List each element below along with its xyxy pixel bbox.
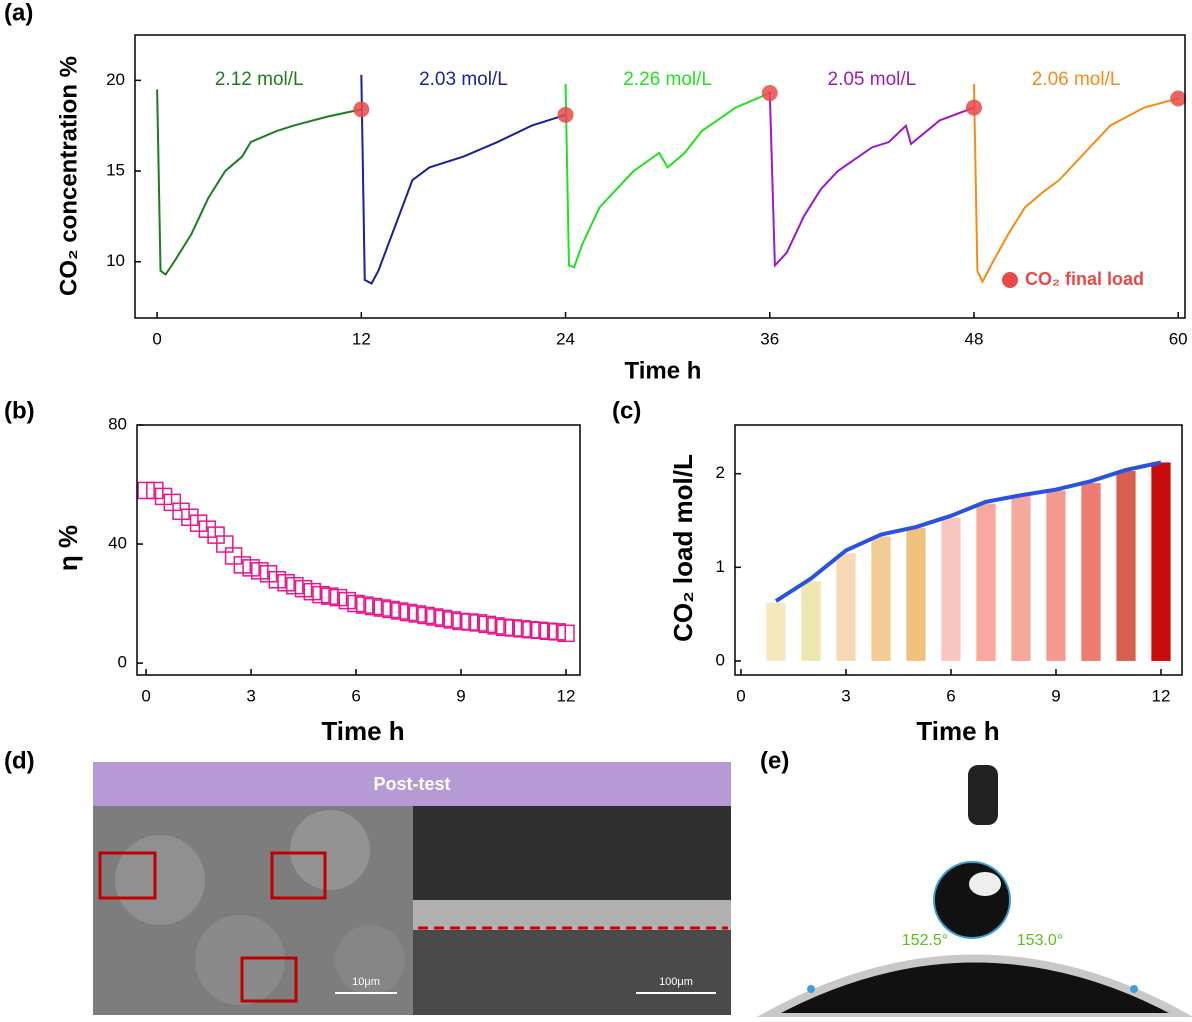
- highlight-box: [270, 851, 327, 900]
- y-tick-label: 10: [106, 251, 125, 270]
- series-label: 2.03 mol/L: [419, 69, 508, 90]
- plot-frame: [136, 424, 581, 676]
- scale-label: 100μm: [659, 976, 693, 988]
- x-tick-label: 9: [456, 686, 465, 705]
- particle: [290, 810, 370, 890]
- final-load-marker: [1170, 90, 1187, 107]
- x-tick-label: 12: [352, 329, 371, 348]
- substrate: [749, 954, 1192, 1021]
- series-label: 2.26 mol/L: [623, 69, 712, 90]
- y-tick-label: 80: [108, 414, 127, 433]
- legend-label: CO₂ final load: [1025, 269, 1144, 289]
- panel-label: (a): [4, 0, 33, 26]
- x-tick-label: 48: [965, 329, 984, 348]
- x-tick-label: 60: [1169, 329, 1188, 348]
- bar: [1046, 490, 1066, 661]
- x-axis-label: Time h: [916, 716, 999, 746]
- x-tick-label: 36: [760, 329, 779, 348]
- x-axis-label: Time h: [321, 716, 404, 746]
- angle-label: 153.0°: [1017, 932, 1063, 949]
- legend-marker: [1002, 272, 1018, 288]
- bar: [976, 503, 996, 661]
- x-axis-label: Time h: [625, 357, 702, 384]
- bar: [766, 602, 786, 661]
- trend-line: [774, 460, 1162, 603]
- baseline-point: [807, 985, 815, 993]
- x-tick-label: 6: [946, 686, 955, 705]
- bar: [1081, 483, 1101, 661]
- particle: [335, 925, 405, 995]
- reflection: [969, 872, 1001, 896]
- y-tick-label: 0: [118, 653, 127, 672]
- final-load-marker: [353, 101, 370, 118]
- bar: [1011, 496, 1031, 661]
- x-tick-label: 24: [556, 329, 575, 348]
- sem-layer: [413, 930, 731, 1015]
- panel-label: (e): [760, 747, 789, 774]
- final-load-marker: [557, 106, 574, 123]
- sem-image: [413, 806, 731, 906]
- y-tick-label: 0: [716, 650, 725, 669]
- series-label: 2.06 mol/L: [1032, 69, 1121, 90]
- y-tick-label: 15: [106, 161, 125, 180]
- y-tick-label: 2: [716, 463, 725, 482]
- bar: [871, 536, 891, 661]
- x-tick-label: 12: [557, 686, 576, 705]
- data-line: [156, 89, 362, 276]
- bar: [836, 553, 856, 661]
- droplet: [933, 861, 1011, 939]
- highlight-box: [240, 956, 298, 1003]
- x-tick-label: 0: [141, 686, 150, 705]
- y-tick-label: 1: [716, 557, 725, 576]
- x-tick-label: 9: [1051, 686, 1060, 705]
- y-tick-label: 40: [108, 534, 127, 553]
- y-axis-label: η %: [53, 525, 83, 571]
- plot-frame: [134, 34, 1186, 319]
- banner: [93, 762, 731, 806]
- final-load-marker: [965, 99, 982, 116]
- panel-label: (d): [4, 747, 35, 774]
- x-tick-label: 3: [841, 686, 850, 705]
- sem-layer: [413, 900, 731, 930]
- bar: [801, 581, 821, 661]
- data-line: [564, 83, 771, 269]
- x-tick-label: 6: [351, 686, 360, 705]
- scale-label: 10μm: [352, 976, 380, 988]
- highlight-box: [98, 851, 157, 900]
- x-tick-label: 3: [246, 686, 255, 705]
- bar: [906, 527, 926, 661]
- x-tick-label: 12: [1152, 686, 1171, 705]
- panel-label: (c): [612, 397, 641, 424]
- data-line: [768, 91, 975, 268]
- series-label: 2.05 mol/L: [828, 69, 917, 90]
- bar: [941, 517, 961, 661]
- series-label: 2.12 mol/L: [215, 69, 304, 90]
- angle-label: 152.5°: [902, 932, 948, 949]
- plot-frame: [734, 424, 1183, 676]
- point: [557, 624, 575, 643]
- x-tick-label: 0: [152, 329, 161, 348]
- y-axis-label: CO₂ concentration %: [55, 56, 82, 296]
- data-line: [360, 74, 566, 285]
- needle: [968, 765, 998, 825]
- bar: [1116, 470, 1136, 661]
- baseline-point: [1130, 985, 1138, 993]
- contact-angle-panel: 152.5° 153.0°: [749, 765, 1192, 1021]
- bar: [1151, 462, 1171, 661]
- panel-label: (b): [4, 397, 35, 424]
- data-line: [972, 83, 1179, 284]
- x-tick-label: 0: [736, 686, 745, 705]
- y-tick-label: 20: [106, 70, 125, 89]
- y-axis-label: CO₂ load mol/L: [668, 454, 698, 642]
- particle: [115, 835, 205, 925]
- final-load-marker: [761, 85, 778, 102]
- sem-panel: Post-test 10μm 100μm: [93, 762, 731, 1015]
- banner-text: Post-test: [373, 774, 450, 794]
- particle: [195, 915, 285, 1005]
